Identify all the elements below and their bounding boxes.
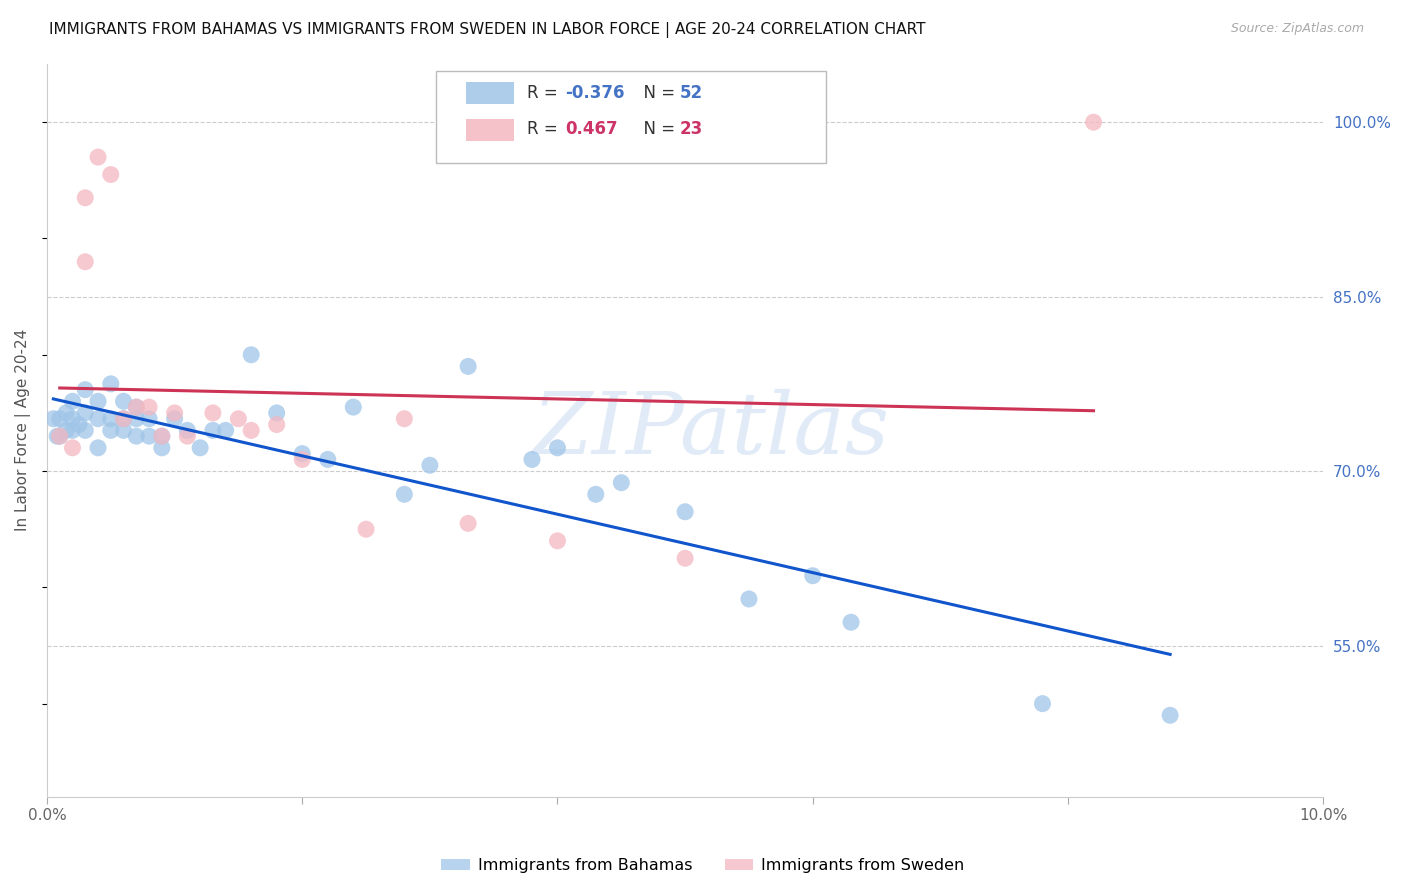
Point (48, 429, 70, 443)
Point (188, 441, 211, 455)
Point (228, 411, 250, 425)
Point (62, 411, 84, 425)
Point (240, 348, 263, 362)
Point (138, 400, 160, 414)
Point (163, 406, 186, 420)
Text: 52: 52 (681, 84, 703, 102)
Point (112, 394, 135, 409)
Point (87, 411, 110, 425)
Point (125, 429, 148, 443)
Point (125, 411, 148, 425)
Text: 23: 23 (681, 120, 703, 138)
Point (801, 568, 824, 582)
Point (46, 429, 69, 443)
Point (316, 452, 339, 467)
Point (138, 429, 160, 443)
Point (547, 441, 569, 455)
Point (100, 411, 122, 425)
Point (176, 429, 198, 443)
Point (457, 359, 479, 374)
Text: N =: N = (633, 120, 681, 138)
Point (42, 411, 65, 425)
Point (62, 423, 84, 437)
Point (738, 592, 761, 607)
Point (87, 394, 110, 409)
FancyBboxPatch shape (436, 71, 825, 163)
Point (673, 551, 696, 566)
Point (75, 254, 97, 268)
Point (112, 423, 135, 437)
Point (87, 150, 110, 164)
Text: 0.467: 0.467 (565, 120, 617, 138)
Point (547, 533, 569, 548)
Point (75, 406, 97, 420)
Point (100, 376, 122, 391)
Point (125, 400, 148, 414)
Point (100, 423, 122, 437)
Point (839, 615, 862, 630)
Point (75, 191, 97, 205)
Point (138, 411, 160, 425)
Point (201, 406, 224, 420)
Point (55, 423, 77, 437)
Text: IMMIGRANTS FROM BAHAMAS VS IMMIGRANTS FROM SWEDEN IN LABOR FORCE | AGE 20-24 COR: IMMIGRANTS FROM BAHAMAS VS IMMIGRANTS FR… (49, 22, 925, 38)
Point (75, 423, 97, 437)
Point (125, 400, 148, 414)
Point (48, 411, 70, 425)
Point (1159, 708, 1181, 723)
Point (87, 441, 110, 455)
Point (112, 411, 135, 425)
Point (62, 394, 84, 409)
Point (112, 411, 135, 425)
Point (291, 447, 314, 461)
Point (394, 487, 416, 501)
Point (214, 423, 236, 437)
FancyBboxPatch shape (465, 119, 515, 141)
Text: R =: R = (527, 84, 562, 102)
Point (457, 516, 479, 531)
Point (176, 423, 198, 437)
Text: R =: R = (527, 120, 568, 138)
Point (67, 417, 90, 432)
FancyBboxPatch shape (465, 82, 515, 104)
Text: -0.376: -0.376 (565, 84, 624, 102)
Point (75, 383, 97, 397)
Text: ZIPatlas: ZIPatlas (531, 389, 889, 472)
Point (291, 452, 314, 467)
Point (585, 487, 607, 501)
Point (354, 522, 377, 536)
Point (394, 411, 416, 425)
Text: N =: N = (633, 84, 681, 102)
Point (1083, 115, 1105, 129)
Y-axis label: In Labor Force | Age 20-24: In Labor Force | Age 20-24 (15, 329, 31, 532)
Point (62, 441, 84, 455)
Point (150, 429, 173, 443)
Point (201, 423, 224, 437)
Legend: Immigrants from Bahamas, Immigrants from Sweden: Immigrants from Bahamas, Immigrants from… (434, 852, 972, 880)
Point (240, 423, 263, 437)
Point (55, 406, 77, 420)
Point (48, 429, 70, 443)
Point (1031, 697, 1053, 711)
Point (673, 505, 696, 519)
Point (150, 429, 173, 443)
Text: Source: ZipAtlas.com: Source: ZipAtlas.com (1230, 22, 1364, 36)
Point (610, 475, 633, 490)
Point (266, 417, 288, 432)
Point (520, 452, 543, 467)
Point (150, 441, 173, 455)
Point (266, 406, 288, 420)
Point (342, 400, 364, 414)
Point (100, 168, 122, 182)
Point (419, 458, 441, 473)
Point (163, 411, 186, 425)
